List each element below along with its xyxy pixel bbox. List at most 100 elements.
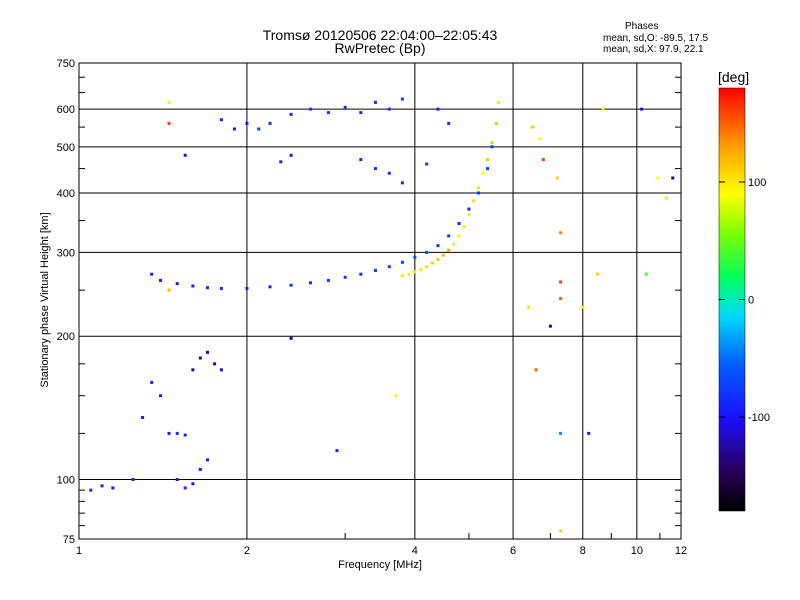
data-point (183, 486, 187, 490)
x-axis-ticks: 1 2 4 6 8 10 12 (76, 533, 687, 557)
data-point (326, 111, 330, 115)
data-point (447, 121, 451, 125)
data-point (359, 272, 363, 276)
data-point (141, 415, 145, 419)
data-point (111, 486, 115, 490)
data-point (308, 107, 312, 111)
data-point (343, 105, 347, 109)
data-point (462, 225, 466, 229)
data-point (457, 222, 461, 226)
data-point (467, 207, 471, 211)
data-point (100, 484, 104, 488)
data-point (476, 186, 480, 190)
data-point (400, 97, 404, 101)
data-point (191, 284, 195, 288)
data-point (206, 350, 210, 354)
data-point (640, 107, 644, 111)
data-point (587, 431, 591, 435)
data-point (486, 158, 490, 162)
data-point (447, 248, 451, 252)
data-point (131, 478, 135, 482)
colorbar-tick-label: 100 (748, 177, 766, 189)
colorbar-ticks: 100 0 -100 (719, 177, 770, 424)
data-point (413, 270, 417, 274)
data-point (245, 286, 249, 290)
data-point (279, 160, 283, 164)
x-axis-label: Frequency [MHz] (338, 559, 422, 571)
grid-lines (79, 63, 681, 539)
x-tick-label: 12 (675, 545, 687, 557)
y-tick-label: 400 (57, 188, 75, 200)
data-point (359, 158, 363, 162)
data-point (486, 167, 490, 171)
data-point (335, 449, 339, 453)
data-point (289, 112, 293, 116)
y-tick-label: 500 (57, 142, 75, 154)
data-point (430, 261, 434, 265)
data-points (89, 97, 675, 533)
data-point (497, 100, 501, 104)
data-point (425, 265, 429, 269)
data-point (555, 176, 559, 180)
data-point (289, 283, 293, 287)
data-point (400, 260, 404, 264)
data-point (656, 176, 660, 180)
info-heading: Phases (625, 21, 659, 32)
data-point (289, 153, 293, 157)
data-point (481, 171, 485, 175)
y-axis-ticks: 75 100 200 300 400 500 600 750 (57, 58, 681, 546)
y-tick-label: 75 (63, 534, 75, 546)
data-point (326, 278, 330, 282)
data-point (559, 280, 563, 284)
data-point (359, 111, 363, 115)
data-point (343, 275, 347, 279)
data-point (150, 272, 154, 276)
data-point (581, 305, 585, 309)
data-point (452, 242, 456, 246)
data-point (494, 121, 498, 125)
data-point (436, 107, 440, 111)
y-tick-label: 100 (57, 475, 75, 487)
data-point (400, 181, 404, 185)
x-tick-label: 1 (76, 545, 82, 557)
data-point (89, 488, 93, 492)
data-point (559, 231, 563, 235)
data-point (373, 100, 377, 104)
y-tick-label: 200 (57, 331, 75, 343)
data-point (595, 272, 599, 276)
x-tick-label: 10 (631, 545, 643, 557)
data-point (191, 368, 195, 372)
colorbar-tick-label: -100 (748, 412, 770, 424)
data-point (476, 191, 480, 195)
data-point (373, 268, 377, 272)
plot-frame (78, 62, 682, 540)
data-point (198, 356, 202, 360)
data-point (183, 153, 187, 157)
data-point (472, 199, 476, 203)
data-point (447, 234, 451, 238)
data-point (183, 433, 187, 437)
data-point (245, 121, 249, 125)
data-point (534, 368, 538, 372)
y-axis-label: Stationary phase Virtual Height [km] (39, 212, 51, 387)
data-point (175, 282, 179, 286)
data-point (175, 478, 179, 482)
data-point (206, 286, 210, 290)
y-tick-label: 750 (57, 58, 75, 70)
x-tick-label: 4 (412, 545, 418, 557)
x-tick-label: 2 (244, 545, 250, 557)
data-point (490, 145, 494, 149)
data-point (175, 431, 179, 435)
x-tick-label: 6 (510, 545, 516, 557)
data-point (232, 127, 236, 131)
data-point (436, 257, 440, 261)
data-point (150, 380, 154, 384)
data-point (219, 286, 223, 290)
data-point (373, 167, 377, 171)
info-x-mode: mean, sd,X: 97.9, 22.1 (603, 44, 704, 55)
y-tick-label: 300 (57, 247, 75, 259)
data-point (601, 107, 605, 111)
data-point (167, 100, 171, 104)
data-point (167, 121, 171, 125)
